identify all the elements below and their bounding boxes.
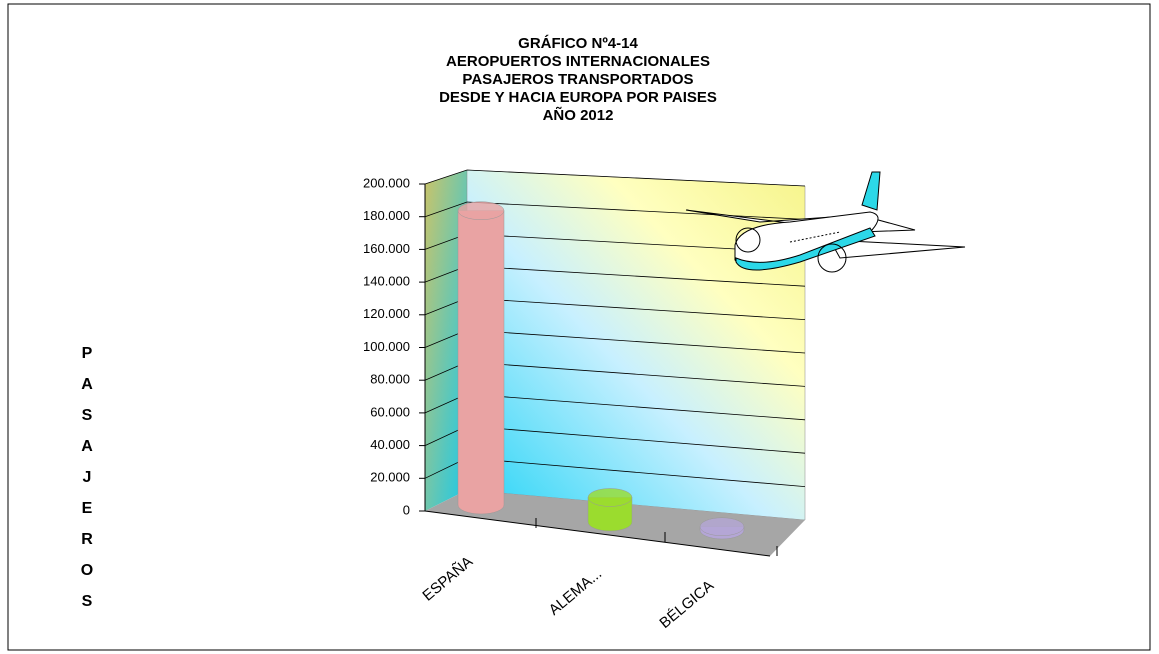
bar-top xyxy=(457,201,505,220)
title-line: AÑO 2012 xyxy=(543,106,614,124)
airplane xyxy=(685,171,966,273)
grid-line xyxy=(424,169,806,187)
side-wall xyxy=(425,170,467,511)
bar xyxy=(587,488,633,532)
bar-body xyxy=(457,210,505,515)
y-tick-label: 40.000 xyxy=(370,437,410,452)
x-axis xyxy=(424,510,771,557)
title-line: GRÁFICO Nº4-14 xyxy=(518,35,638,52)
y-tick-label: 100.000 xyxy=(363,339,410,354)
bar-body xyxy=(587,497,633,532)
y-axis-label: PASAJEROS xyxy=(80,345,94,610)
title-line: AEROPUERTOS INTERNACIONALES xyxy=(446,53,710,70)
title-line: PASAJEROS TRANSPORTADOS xyxy=(462,71,693,88)
x-tick-label: ESPAÑA xyxy=(419,553,476,604)
y-tick-label: 0 xyxy=(403,502,410,517)
title-line: DESDE Y HACIA EUROPA POR PAISES xyxy=(439,89,717,106)
x-tick-label: ALEMA... xyxy=(546,565,605,619)
y-tick-label: 60.000 xyxy=(370,404,410,419)
y-tick-label: 140.000 xyxy=(363,274,410,289)
y-tick-label: 180.000 xyxy=(363,208,410,223)
x-tick-label: BÉLGICA xyxy=(656,577,717,632)
bar-top xyxy=(699,517,745,536)
back-wall xyxy=(466,169,806,521)
y-tick-label: 120.000 xyxy=(363,306,410,321)
bar xyxy=(699,517,745,540)
y-tick-label: 80.000 xyxy=(370,372,410,387)
frame xyxy=(7,3,1151,651)
y-tick-label: 160.000 xyxy=(363,241,410,256)
bar-top xyxy=(587,488,633,507)
grid-line xyxy=(424,201,806,220)
y-tick-label: 20.000 xyxy=(370,470,410,485)
y-tick-label: 200.000 xyxy=(363,175,410,190)
bar xyxy=(457,201,505,515)
